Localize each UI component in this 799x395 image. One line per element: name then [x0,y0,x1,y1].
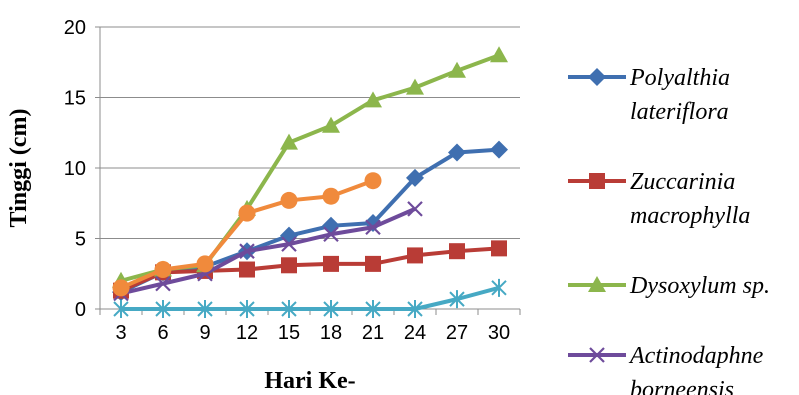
data-point [323,255,339,272]
data-point [323,300,339,318]
data-point [364,91,382,108]
y-tick-label: 10 [64,158,86,180]
data-point [155,275,171,292]
legend-label: lateriflora [630,99,729,125]
x-tick-label: 15 [278,322,300,344]
data-point [406,78,424,95]
legend-label: Zuccarinia [630,169,735,195]
legend-label: macrophylla [630,203,750,229]
legend-label: Polyalthia [629,65,730,91]
data-point [239,300,255,318]
data-point [280,191,298,209]
x-tick-label: 9 [199,322,210,344]
data-point [491,278,507,297]
x-tick-labels: 3 6 9 12 15 18 21 24 27 30 [115,322,510,344]
data-point [448,61,466,78]
data-point [196,255,214,273]
data-point [407,201,423,217]
legend-label: borneensis [630,377,734,395]
y-tick-label: 15 [64,88,86,110]
x-tick-label: 21 [362,322,384,344]
legend-marker [589,173,605,189]
legend-label: Actinodaphne [628,343,764,369]
series-4 [113,201,423,302]
y-axis-title: Tinggi (cm) [6,109,32,228]
y-tick-label: 0 [75,299,86,321]
data-point [323,226,339,243]
data-point [448,143,466,162]
series-layer [112,46,508,318]
series-1 [112,140,508,302]
data-point [112,279,130,297]
data-point [238,204,256,222]
y-tick-labels: 0 5 10 15 20 [64,17,86,321]
data-point [281,236,297,252]
x-tick-label: 6 [157,322,168,344]
series-line [120,147,500,294]
data-point [365,255,381,272]
data-point [281,300,297,318]
legend-item: Polyalthia lateriflora [568,65,730,125]
legend-marker [589,347,605,363]
data-point [406,168,424,187]
legend-marker [588,276,606,292]
data-point [407,300,423,318]
data-point [113,300,129,318]
x-tick-label: 27 [446,322,468,344]
data-point [365,300,381,318]
data-point [280,133,298,150]
data-point [239,243,255,259]
legend-item: Actinodaphne borneensis [568,343,764,395]
legend: Polyalthia lateriflora Zuccarinia macrophyl… [568,65,770,395]
data-point [449,290,465,309]
x-tick-label: 3 [115,322,126,344]
x-tick-label: 30 [488,322,510,344]
data-point [322,187,340,205]
y-tick-label: 20 [64,17,86,39]
x-tick-label: 12 [236,322,258,344]
data-point [239,261,255,278]
data-point [197,300,213,318]
x-axis-title: Hari Ke- [264,368,355,394]
series-line [121,285,500,311]
data-point [364,172,382,190]
data-point [322,116,340,133]
series-5 [113,278,507,318]
data-point [407,247,423,264]
legend-marker [588,68,606,86]
data-point [281,257,297,274]
legend-item: Zuccarinia macrophylla [568,169,750,229]
y-tick-label: 5 [75,229,86,251]
series-line [120,207,416,296]
data-point [449,243,465,260]
series-line [120,246,500,293]
series-6 [112,172,382,297]
data-point [490,46,508,63]
data-point [365,219,381,235]
x-tick-label: 24 [404,322,426,344]
data-point [154,261,172,279]
data-point [155,300,171,318]
legend-item: Dysoxylum sp. [568,273,770,299]
legend-label: Dysoxylum sp. [629,273,770,299]
data-point [490,140,508,159]
x-tick-label: 18 [320,322,342,344]
data-point [491,240,507,257]
